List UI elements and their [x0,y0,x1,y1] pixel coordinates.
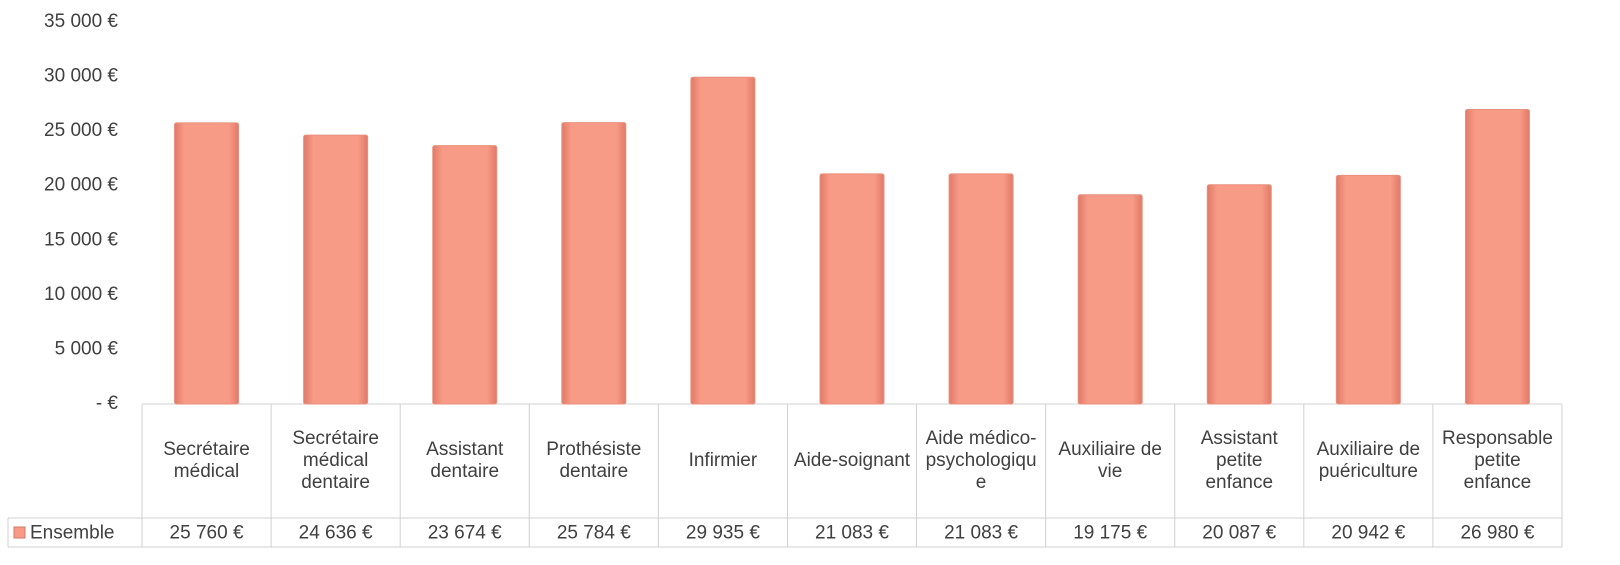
y-tick-label: 30 000 € [44,66,118,87]
legend-marker [13,526,26,539]
category-label: Secrétaire médical [163,439,250,482]
bar [1206,184,1272,405]
bar [1335,174,1401,405]
category-label: Auxiliaire de puériculture [1316,439,1421,482]
value-label: 24 636 € [299,523,373,544]
value-label: 26 980 € [1460,523,1534,544]
bar [303,134,369,405]
value-label: 29 935 € [686,523,760,544]
value-label: 20 942 € [1331,523,1405,544]
category-label: Aide-soignant [793,450,911,471]
bar [432,145,498,405]
category-label: Responsable petite enfance [1441,428,1553,493]
category-label: Assistant dentaire [426,439,504,482]
value-label: 25 760 € [170,523,244,544]
y-tick-label: 5 000 € [55,338,119,359]
category-label: Infirmier [688,450,758,471]
category-label: Aide médico-psychologique [925,428,1037,493]
category-label: Secrétaire médical dentaire [292,428,379,493]
category-label: Auxiliaire de vie [1058,439,1162,482]
value-label: 21 083 € [944,523,1018,544]
value-label: 25 784 € [557,523,631,544]
bar [174,122,240,405]
y-tick-label: 35 000 € [44,11,118,32]
bar [561,122,627,405]
bar [1077,194,1143,405]
bar [690,76,756,405]
bar [819,173,885,405]
value-label: 23 674 € [428,523,502,544]
value-label: 20 087 € [1202,523,1276,544]
value-label: 21 083 € [815,523,889,544]
y-tick-label: 20 000 € [44,175,118,196]
bar [1464,109,1530,405]
legend-label: Ensemble [30,523,115,544]
y-tick-label: 15 000 € [44,229,118,250]
y-tick-label: 10 000 € [44,284,118,305]
category-label: Prothésiste dentaire [546,439,642,482]
y-tick-label: 25 000 € [44,120,118,141]
y-tick-label: - € [96,393,119,414]
category-label: Assistant petite enfance [1200,428,1278,493]
value-label: 19 175 € [1073,523,1147,544]
bar [948,173,1014,405]
